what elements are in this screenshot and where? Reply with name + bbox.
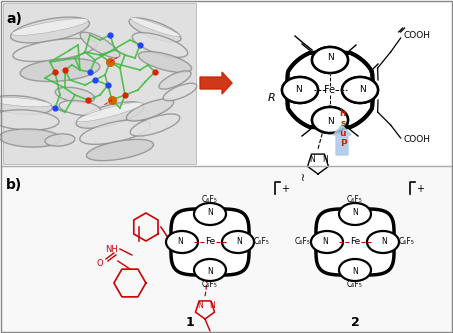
Text: h: h: [340, 109, 346, 118]
Text: P: P: [340, 139, 346, 148]
Bar: [1, 167, 452, 332]
Ellipse shape: [0, 96, 53, 115]
Text: N: N: [327, 54, 333, 63]
Ellipse shape: [55, 87, 95, 103]
Ellipse shape: [163, 83, 197, 101]
Text: N: N: [309, 155, 315, 164]
FancyArrow shape: [200, 72, 232, 94]
Ellipse shape: [282, 77, 318, 103]
Text: N: N: [178, 237, 183, 246]
Ellipse shape: [367, 231, 399, 253]
Ellipse shape: [138, 52, 192, 73]
Text: u: u: [340, 129, 346, 138]
Text: s: s: [340, 119, 346, 128]
Ellipse shape: [312, 107, 348, 133]
Ellipse shape: [10, 17, 89, 43]
Text: N: N: [209, 301, 215, 310]
Text: COOH: COOH: [404, 136, 431, 145]
Ellipse shape: [59, 101, 101, 116]
FancyArrow shape: [333, 125, 351, 155]
Text: NH: NH: [106, 244, 118, 253]
Text: b): b): [6, 178, 22, 192]
Text: N: N: [352, 267, 358, 276]
Text: N: N: [236, 237, 242, 246]
Ellipse shape: [80, 32, 120, 58]
Ellipse shape: [194, 203, 226, 225]
Text: C₆F₅: C₆F₅: [202, 195, 218, 204]
Ellipse shape: [312, 107, 348, 133]
Ellipse shape: [132, 33, 188, 57]
Ellipse shape: [76, 102, 144, 128]
Ellipse shape: [45, 134, 75, 146]
Ellipse shape: [87, 139, 154, 161]
Ellipse shape: [130, 114, 180, 136]
Ellipse shape: [194, 259, 226, 281]
Text: 1: 1: [186, 315, 194, 328]
Ellipse shape: [311, 231, 343, 253]
Ellipse shape: [342, 77, 378, 103]
Text: C₆F₅: C₆F₅: [295, 237, 311, 246]
Ellipse shape: [339, 259, 371, 281]
Text: R: R: [268, 93, 275, 103]
Text: O: O: [96, 258, 103, 267]
Ellipse shape: [339, 203, 371, 225]
Text: N: N: [294, 86, 301, 95]
Text: N: N: [323, 237, 328, 246]
Polygon shape: [171, 209, 249, 275]
Ellipse shape: [342, 77, 378, 103]
Ellipse shape: [0, 129, 61, 147]
Text: N: N: [359, 86, 366, 95]
Bar: [3, 3, 196, 164]
Ellipse shape: [312, 47, 348, 73]
Text: Fe: Fe: [324, 85, 336, 95]
Ellipse shape: [13, 39, 97, 62]
Ellipse shape: [0, 110, 59, 130]
Ellipse shape: [130, 17, 180, 37]
Ellipse shape: [0, 97, 51, 107]
Text: C₆F₅: C₆F₅: [399, 237, 415, 246]
Text: +: +: [281, 184, 289, 194]
Polygon shape: [287, 53, 373, 128]
Text: ~: ~: [299, 170, 309, 179]
Text: N: N: [322, 155, 328, 164]
Ellipse shape: [282, 77, 318, 103]
Text: N: N: [207, 208, 213, 217]
Text: C₆F₅: C₆F₅: [254, 237, 270, 246]
Ellipse shape: [12, 19, 88, 35]
Text: Fe: Fe: [350, 237, 360, 246]
Text: C₆F₅: C₆F₅: [347, 195, 363, 204]
Text: a): a): [6, 12, 22, 26]
Text: N: N: [327, 118, 333, 127]
Ellipse shape: [312, 47, 348, 73]
Ellipse shape: [77, 102, 143, 122]
Ellipse shape: [20, 59, 100, 82]
Ellipse shape: [129, 18, 181, 42]
Ellipse shape: [222, 231, 254, 253]
Ellipse shape: [126, 99, 173, 121]
Text: Fe: Fe: [205, 237, 215, 246]
Text: +: +: [416, 184, 424, 194]
Ellipse shape: [166, 231, 198, 253]
Text: N: N: [207, 267, 213, 276]
Text: C₆F₅: C₆F₅: [202, 280, 218, 289]
Ellipse shape: [80, 120, 150, 144]
Ellipse shape: [159, 71, 191, 89]
Text: N: N: [352, 208, 358, 217]
Text: C₆F₅: C₆F₅: [347, 280, 363, 289]
Polygon shape: [316, 209, 394, 275]
Text: COOH: COOH: [404, 32, 431, 41]
Text: N: N: [197, 301, 203, 310]
Text: N: N: [381, 237, 387, 246]
Text: 2: 2: [351, 315, 359, 328]
